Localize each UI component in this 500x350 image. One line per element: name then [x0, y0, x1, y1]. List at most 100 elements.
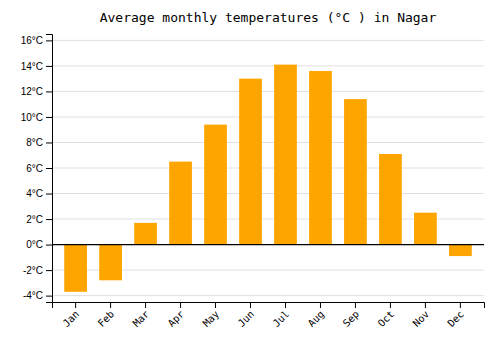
- x-tick-label: Nov: [411, 308, 432, 329]
- y-tick-label: 16°C: [21, 35, 43, 46]
- bar: [379, 154, 402, 245]
- x-tick: Aug: [306, 302, 327, 329]
- x-tick: Jan: [61, 302, 82, 329]
- x-tick-mark: [75, 302, 76, 308]
- y-tick: -2°C: [23, 265, 52, 276]
- x-tick: Apr: [166, 302, 187, 329]
- y-tick-mark: [46, 168, 52, 169]
- bar: [414, 213, 437, 245]
- grid-line: [52, 295, 484, 296]
- bar: [309, 71, 332, 245]
- y-tick-label: 14°C: [21, 61, 43, 72]
- x-tick-mark: [425, 302, 426, 308]
- x-tick-mark: [215, 302, 216, 308]
- y-tick: 6°C: [26, 163, 52, 174]
- y-tick-mark: [46, 66, 52, 67]
- y-tick-label: 0°C: [26, 239, 43, 250]
- bar: [204, 125, 227, 245]
- y-tick-label: -4°C: [23, 290, 43, 301]
- x-tick-label: Aug: [306, 308, 327, 329]
- x-tick: Mar: [131, 302, 152, 329]
- x-tick: Dec: [445, 302, 466, 329]
- y-tick: 12°C: [21, 86, 52, 97]
- x-tick: May: [201, 302, 222, 329]
- x-tick-label: Apr: [166, 308, 187, 329]
- grid-line: [52, 40, 484, 41]
- y-tick: 8°C: [26, 137, 52, 148]
- x-tick-mark: [390, 302, 391, 308]
- y-tick-mark: [46, 245, 52, 246]
- bar: [99, 245, 122, 281]
- x-tick-mark: [250, 302, 251, 308]
- grid: [52, 40, 484, 295]
- x-tick: Oct: [376, 302, 397, 329]
- chart-container: -4°C -2°C 0°C 2°C 4°C 6°C 8°C 10°C 12°C 14°C 16°C J…: [0, 0, 500, 350]
- grid-line: [52, 91, 484, 92]
- x-tick-label: Jun: [236, 308, 257, 329]
- bar: [64, 245, 87, 292]
- x-tick: Nov: [411, 302, 432, 329]
- x-tick: Feb: [96, 302, 117, 329]
- x-axis-line: [53, 303, 485, 309]
- chart-svg: -4°C -2°C 0°C 2°C 4°C 6°C 8°C 10°C 12°C 14°C 16°C J…: [0, 0, 500, 350]
- x-axis: Jan Feb Mar Apr May Jun Jul Aug Sep Oct Nov Dec: [53, 302, 485, 329]
- y-tick: 2°C: [26, 214, 52, 225]
- y-tick-label: 10°C: [21, 112, 43, 123]
- zero-line: [52, 244, 484, 245]
- bar: [449, 245, 472, 256]
- x-tick-mark: [145, 302, 146, 308]
- y-tick-label: -2°C: [23, 265, 43, 276]
- x-tick-mark: [180, 302, 181, 308]
- y-tick-label: 2°C: [26, 214, 43, 225]
- x-tick-label: May: [201, 308, 222, 329]
- x-tick: Jun: [236, 302, 257, 329]
- y-tick-mark: [46, 194, 52, 195]
- grid-line: [52, 168, 484, 169]
- x-tick-label: Mar: [131, 308, 152, 329]
- bar: [274, 65, 297, 245]
- grid-line: [52, 65, 484, 66]
- title: Average monthly temperatures (°C ) in Na…: [100, 10, 437, 25]
- y-tick-mark: [46, 40, 52, 41]
- y-axis: -4°C -2°C 0°C 2°C 4°C 6°C 8°C 10°C 12°C 14°C 16°C: [21, 35, 53, 303]
- bar: [169, 162, 192, 245]
- y-tick: -4°C: [23, 290, 52, 301]
- x-tick-mark: [320, 302, 321, 308]
- y-tick-mark: [46, 117, 52, 118]
- x-tick-mark: [285, 302, 286, 308]
- x-tick-label: Dec: [445, 308, 466, 329]
- y-tick-label: 6°C: [26, 163, 43, 174]
- x-tick-label: Oct: [376, 308, 397, 329]
- y-tick-mark: [46, 219, 52, 220]
- y-tick: 4°C: [26, 188, 52, 199]
- y-tick-label: 8°C: [26, 137, 43, 148]
- y-tick: 0°C: [26, 239, 52, 250]
- y-tick: 14°C: [21, 61, 52, 72]
- bar: [344, 99, 367, 244]
- plot-area: [52, 65, 484, 292]
- y-tick-mark: [46, 270, 52, 271]
- y-tick-label: 12°C: [21, 86, 43, 97]
- x-tick-label: Jul: [271, 308, 292, 329]
- bar: [134, 223, 157, 245]
- grid-line: [52, 116, 484, 117]
- x-tick-label: Jan: [61, 308, 82, 329]
- x-tick-label: Feb: [96, 308, 117, 329]
- x-tick: Sep: [341, 302, 362, 329]
- y-axis-line: [46, 35, 53, 303]
- y-tick-label: 4°C: [26, 188, 43, 199]
- y-tick-mark: [46, 296, 52, 297]
- x-tick-mark: [460, 302, 461, 308]
- grid-line: [52, 142, 484, 143]
- x-tick-mark: [355, 302, 356, 308]
- y-tick: 16°C: [21, 35, 52, 46]
- x-tick-mark: [110, 302, 111, 308]
- y-tick-mark: [46, 91, 52, 92]
- x-tick: Jul: [271, 302, 292, 329]
- x-tick-label: Sep: [341, 308, 362, 329]
- grid-line: [52, 244, 484, 245]
- y-tick: 10°C: [21, 112, 52, 123]
- bar: [239, 79, 262, 245]
- grid-line: [52, 193, 484, 194]
- y-tick-mark: [46, 142, 52, 143]
